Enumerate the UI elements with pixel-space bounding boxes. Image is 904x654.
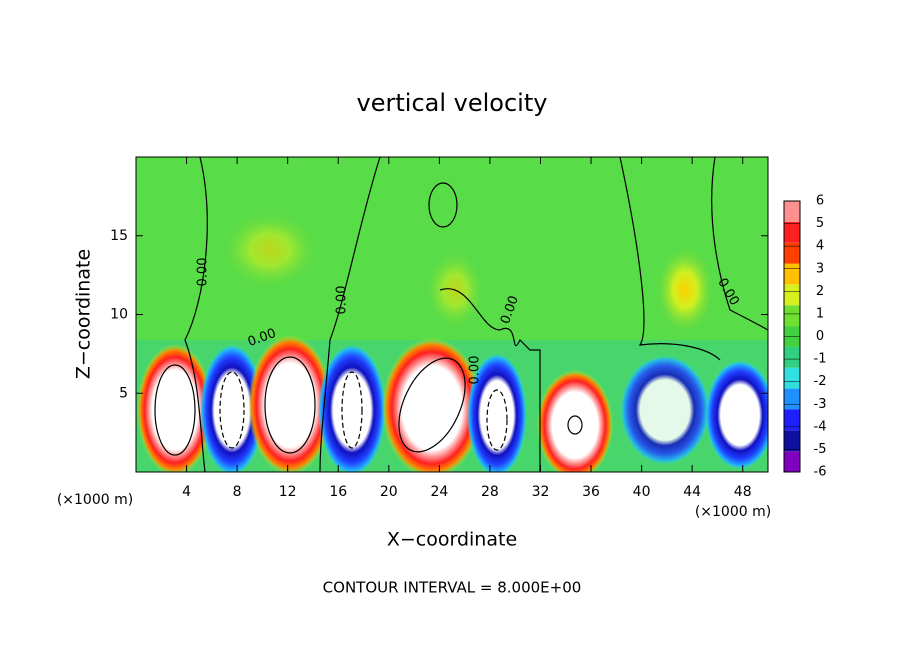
colorbar-tick-label: 2: [816, 284, 824, 299]
colorbar-tick-label: 3: [816, 261, 824, 276]
x-tick-label: 24: [430, 484, 448, 500]
field-blob: [220, 210, 320, 290]
colorbar-swatch: [784, 388, 800, 410]
x-axis-label: X−coordinate: [387, 529, 517, 551]
chart-title: vertical velocity: [357, 89, 548, 117]
x-tick-label: 12: [279, 484, 297, 500]
x-tick-label: 36: [582, 484, 600, 500]
colorbar-tick-label: 0: [816, 329, 824, 344]
x-tick-label: 28: [481, 484, 499, 500]
colorbar-tick-label: 5: [816, 216, 824, 231]
x-tick-label: 16: [329, 484, 347, 500]
colorbar-swatch: [784, 263, 800, 285]
y-axis-label: Z−coordinate: [73, 249, 95, 379]
field: 0.00 0.00 0.00 0.00 0.00 0.00: [136, 157, 768, 472]
colorbar-tick-label: 6: [816, 194, 824, 209]
colorbar-tick-label: -3: [814, 397, 827, 412]
colorbar-tick-label: -6: [814, 465, 827, 480]
colorbar-swatch: [784, 284, 800, 306]
field-blob: [705, 360, 768, 470]
field-blob: [620, 355, 710, 465]
x-tick-label: 4: [182, 484, 191, 500]
y-tick-label: 15: [110, 228, 128, 244]
y-tick-label: 5: [119, 385, 128, 401]
x-tick-label: 20: [380, 484, 398, 500]
y-unit-label: (×1000 m): [57, 492, 133, 508]
colorbar-tick-label: -1: [814, 352, 827, 367]
x-tick-label: 32: [532, 484, 550, 500]
colorbar-tick-label: -5: [814, 442, 827, 457]
colorbar-swatch: [784, 201, 800, 222]
field-blob: [318, 344, 386, 472]
colorbar-swatch: [784, 367, 800, 389]
contour-label: 0.00: [468, 356, 483, 385]
x-tick-label: 40: [633, 484, 651, 500]
colorbar-swatch: [784, 451, 800, 472]
colorbar-tick-label: 4: [816, 239, 824, 254]
contour-label: 0.00: [335, 286, 350, 315]
field-blob: [382, 338, 482, 472]
field-blob: [248, 335, 332, 472]
colorbar-tick-label: 1: [816, 306, 824, 321]
field-blob: [200, 344, 264, 472]
contour-label: 0.00: [196, 258, 211, 287]
colorbar-swatch: [784, 242, 800, 264]
colorbar-swatch: [784, 221, 800, 243]
contours: [154, 157, 768, 472]
colorbar-swatch: [784, 430, 800, 452]
footer: CONTOUR INTERVAL = 8.000E+00: [323, 579, 582, 597]
field-blob: [537, 370, 613, 472]
field-blob: [655, 245, 715, 335]
y-tick-label: 10: [110, 307, 128, 323]
colorbar-tick-label: -4: [814, 419, 827, 434]
colorbar-swatch: [784, 346, 800, 368]
colorbar-swatch: [784, 409, 800, 431]
field-blob: [467, 353, 527, 472]
x-tick-label: 44: [683, 484, 701, 500]
x-tick-label: 48: [734, 484, 752, 500]
x-unit-label: (×1000 m): [695, 504, 771, 520]
x-tick-label: 8: [233, 484, 242, 500]
colorbar-swatch: [784, 305, 800, 327]
colorbar-tick-label: -2: [814, 374, 827, 389]
